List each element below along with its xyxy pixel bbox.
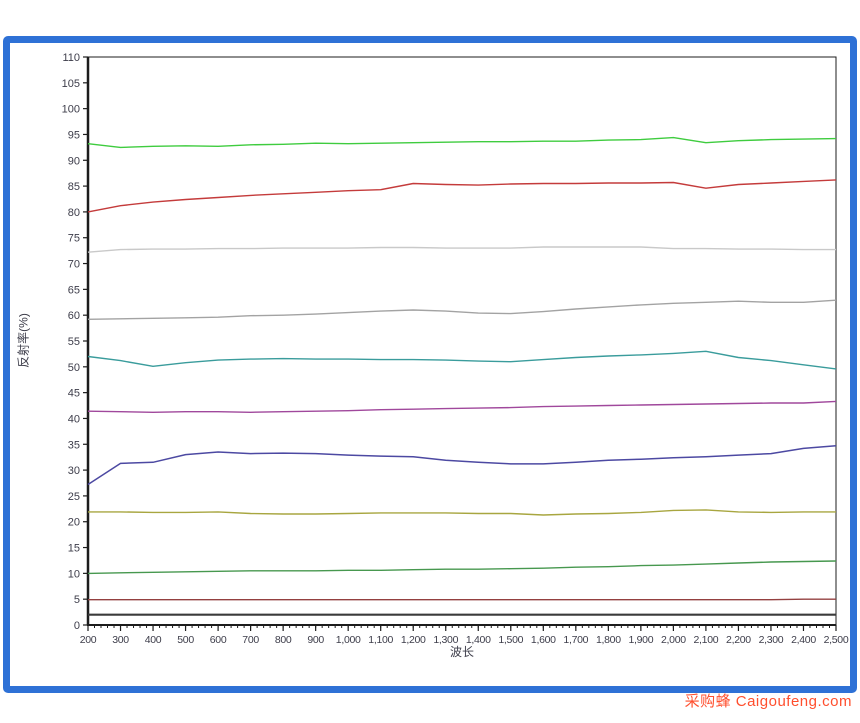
line-purple [87,400,837,413]
svg-text:35: 35 [68,439,80,451]
line-dark-red [88,598,836,601]
x-axis-title: 波长 [449,645,474,659]
svg-text:2,200: 2,200 [726,634,751,646]
line-red [87,179,837,213]
svg-text:600: 600 [210,634,227,646]
svg-text:70: 70 [68,259,80,271]
svg-text:0: 0 [74,620,80,632]
svg-text:105: 105 [62,78,80,90]
svg-text:300: 300 [112,634,129,646]
svg-text:15: 15 [68,543,80,555]
svg-text:10: 10 [68,568,80,580]
svg-text:50: 50 [68,362,80,374]
svg-text:800: 800 [275,634,292,646]
line-teal [87,350,837,370]
line-green [87,560,837,575]
svg-text:25: 25 [68,491,80,503]
svg-text:2,400: 2,400 [791,634,816,646]
line-gray [87,299,837,320]
svg-text:90: 90 [68,155,80,167]
svg-text:1,300: 1,300 [433,634,458,646]
watermark: 采购蜂 Caigoufeng.com [684,693,852,710]
svg-text:1,400: 1,400 [466,634,491,646]
svg-text:95: 95 [68,129,80,141]
svg-text:55: 55 [68,336,80,348]
svg-text:110: 110 [62,52,80,64]
line-silver [87,246,836,253]
svg-text:40: 40 [68,413,80,425]
svg-text:30: 30 [68,465,80,477]
svg-text:2,500: 2,500 [824,634,849,646]
y-axis-title: 反射率(%) [16,313,31,368]
svg-text:900: 900 [307,634,324,646]
svg-text:2,100: 2,100 [694,634,719,646]
svg-text:60: 60 [68,310,80,322]
line-olive [88,509,836,516]
svg-text:80: 80 [68,207,80,219]
svg-text:100: 100 [62,104,80,116]
svg-text:500: 500 [177,634,194,646]
svg-text:200: 200 [80,634,97,646]
svg-text:1,200: 1,200 [401,634,426,646]
svg-text:2,300: 2,300 [759,634,784,646]
svg-text:85: 85 [68,181,80,193]
line-bright-green [87,136,837,149]
svg-text:1,000: 1,000 [336,634,361,646]
svg-text:45: 45 [68,388,80,400]
svg-text:1,500: 1,500 [498,634,523,646]
svg-text:1,600: 1,600 [531,634,556,646]
svg-text:75: 75 [68,233,80,245]
svg-text:700: 700 [242,634,259,646]
svg-text:1,800: 1,800 [596,634,621,646]
svg-text:1,900: 1,900 [628,634,653,646]
svg-text:400: 400 [145,634,162,646]
svg-text:1,700: 1,700 [563,634,588,646]
svg-text:5: 5 [74,594,80,606]
svg-text:1,100: 1,100 [368,634,393,646]
svg-text:2,000: 2,000 [661,634,686,646]
line-navy [87,445,837,486]
svg-text:65: 65 [68,284,80,296]
svg-text:20: 20 [68,517,80,529]
